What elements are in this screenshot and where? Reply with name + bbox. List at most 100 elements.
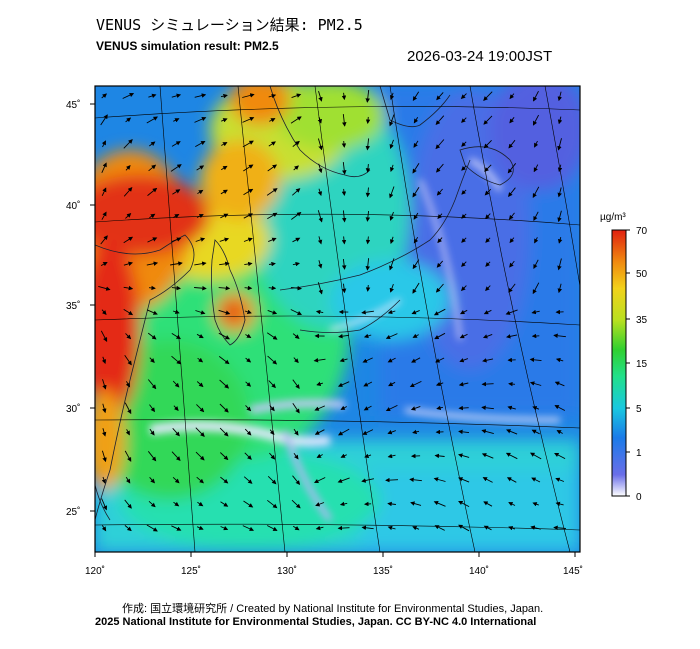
wind-arrow xyxy=(147,332,157,340)
wind-arrow xyxy=(219,403,229,413)
wind-arrow xyxy=(435,283,444,293)
wind-arrow xyxy=(530,525,541,530)
wind-arrow xyxy=(148,93,157,99)
wind-arrow xyxy=(243,188,254,196)
wind-arrow xyxy=(433,308,446,316)
wind-arrow xyxy=(342,162,347,175)
wind-arrow xyxy=(412,333,419,338)
wind-arrow xyxy=(506,334,518,339)
map-title-english: VENUS simulation result: PM2.5 xyxy=(96,39,279,53)
wind-arrow xyxy=(123,261,133,266)
wind-arrow xyxy=(481,453,494,459)
wind-arrow xyxy=(483,501,493,507)
wind-arrow xyxy=(268,141,276,147)
wind-arrow xyxy=(434,525,445,531)
wind-arrow xyxy=(411,357,421,363)
wind-arrow xyxy=(242,140,254,148)
wind-arrow xyxy=(291,499,301,509)
longitude-axis: 120˚ 125˚ 130˚ 135˚ 140˚ 145˚ xyxy=(85,552,583,577)
wind-arrow xyxy=(313,358,326,363)
wind-arrow xyxy=(268,380,276,389)
wind-arrow xyxy=(389,258,395,271)
wind-arrow xyxy=(196,381,204,388)
wind-arrow xyxy=(292,188,301,196)
colorbar-gradient xyxy=(611,229,627,497)
wind-arrow xyxy=(365,89,370,103)
wind-arrow xyxy=(483,309,492,315)
lat-tick-25: 25˚ xyxy=(66,506,80,518)
wind-arrow xyxy=(485,213,491,220)
wind-arrow xyxy=(242,525,255,531)
lon-tick-135: 135˚ xyxy=(373,565,393,577)
wind-arrow xyxy=(292,525,300,531)
wind-arrow xyxy=(244,285,253,291)
wind-arrow xyxy=(362,429,374,435)
wind-arrow xyxy=(267,499,278,509)
wind-arrow xyxy=(412,259,420,270)
wind-arrow xyxy=(172,380,180,388)
wind-arrow xyxy=(219,261,230,267)
wind-arrow xyxy=(268,237,277,243)
wind-arrow xyxy=(482,477,493,483)
wind-arrow xyxy=(389,114,395,127)
wind-arrow xyxy=(218,332,230,340)
wind-arrow xyxy=(244,428,252,436)
wind-arrow xyxy=(171,237,182,243)
wind-arrow xyxy=(196,525,204,530)
wind-arrow xyxy=(102,403,107,414)
wind-arrow xyxy=(461,141,467,147)
wind-arrow xyxy=(533,211,539,221)
wind-arrow xyxy=(412,429,420,435)
wind-arrow xyxy=(459,333,468,339)
forecast-timestamp: 2026-03-24 19:00JST xyxy=(407,48,553,65)
wind-arrow xyxy=(317,210,323,223)
wind-arrow xyxy=(339,501,348,507)
wind-arrow xyxy=(413,236,419,244)
wind-arrow xyxy=(173,118,180,123)
wind-arrow xyxy=(195,140,206,147)
wind-arrow xyxy=(123,309,134,316)
lat-tick-45: 45˚ xyxy=(66,99,80,111)
wind-arrow xyxy=(146,309,158,315)
wind-arrow xyxy=(101,309,107,315)
wind-arrow xyxy=(101,476,106,484)
wind-arrow xyxy=(341,188,347,196)
wind-arrow xyxy=(505,452,518,460)
map-title-japanese: VENUS シミュレーション結果: PM2.5 xyxy=(96,16,363,34)
wind-arrow xyxy=(509,237,515,244)
wind-arrow xyxy=(171,355,182,365)
wind-arrow xyxy=(290,116,302,124)
wind-arrow xyxy=(266,525,278,531)
wind-arrow xyxy=(508,139,516,149)
wind-arrow xyxy=(437,237,443,244)
wind-arrow xyxy=(195,237,206,242)
wind-arrow xyxy=(365,258,371,271)
wind-arrow xyxy=(362,357,373,363)
wind-arrow xyxy=(125,381,131,388)
wind-arrow xyxy=(412,187,420,198)
wind-arrow xyxy=(365,187,371,198)
wind-arrow xyxy=(338,428,350,436)
lat-tick-30: 30˚ xyxy=(66,403,80,415)
wind-arrow xyxy=(387,453,396,459)
wind-arrow xyxy=(149,428,155,436)
wind-arrow xyxy=(243,476,253,484)
wind-arrow xyxy=(531,429,540,435)
wind-arrow xyxy=(555,357,564,363)
wind-arrow xyxy=(437,213,443,219)
wind-arrow xyxy=(293,357,299,364)
wind-arrow xyxy=(458,524,470,532)
wind-arrow xyxy=(412,282,420,294)
wind-arrow xyxy=(557,187,562,198)
wind-arrow xyxy=(317,236,323,245)
wind-arrow xyxy=(483,115,493,125)
wind-arrow xyxy=(434,332,446,340)
wind-arrow xyxy=(555,477,565,482)
wind-arrow xyxy=(124,402,132,415)
wind-arrow xyxy=(315,502,325,507)
wind-arrow xyxy=(508,283,516,293)
wind-arrow xyxy=(557,138,562,151)
wind-arrow xyxy=(196,214,204,219)
colorbar-tick-35: 35 xyxy=(636,315,648,326)
wind-arrow xyxy=(269,429,275,435)
